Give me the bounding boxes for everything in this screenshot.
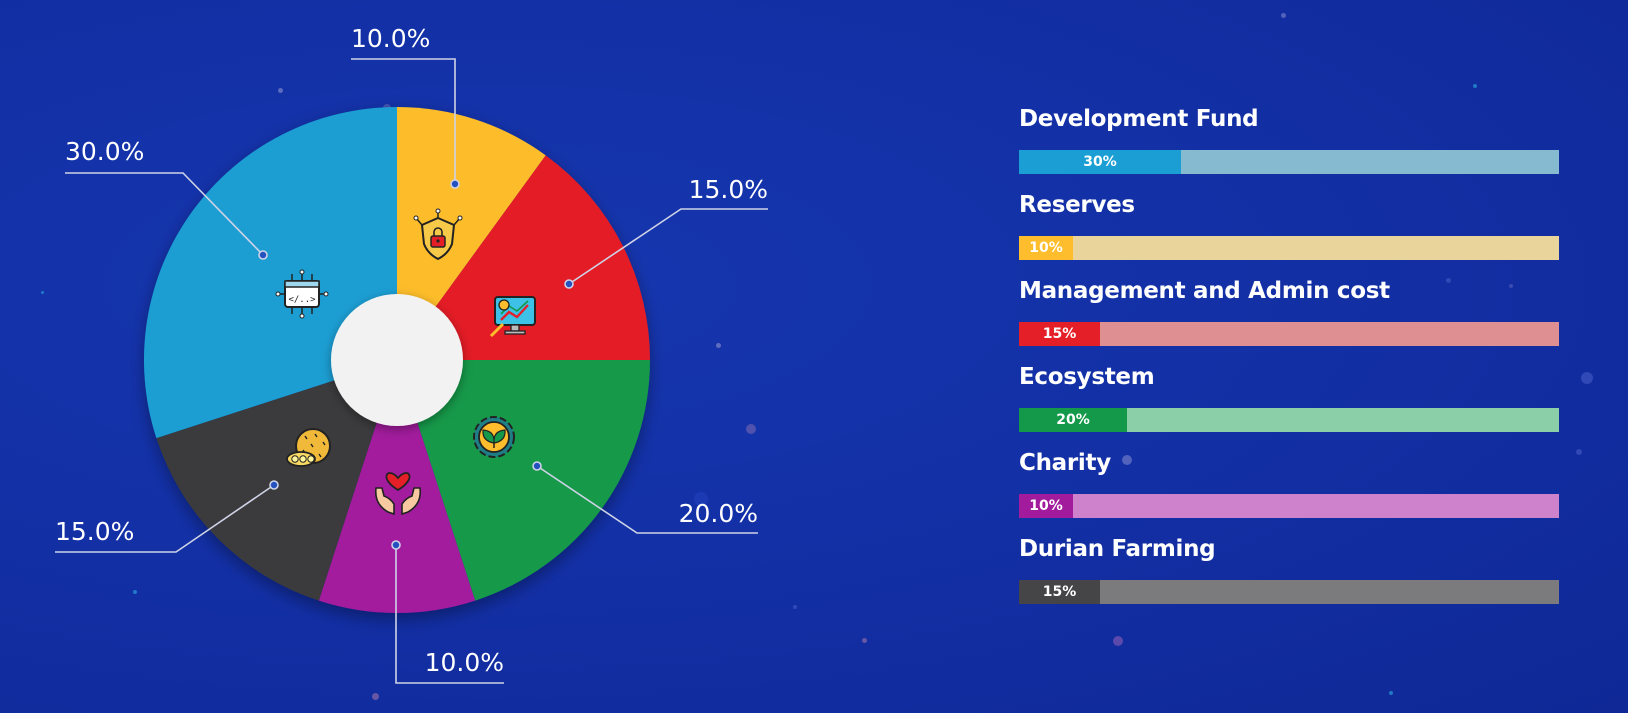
pie-chart: 10.0% 15.0% 20.0% 10.0% 15.0% 30.0%	[55, 24, 768, 684]
bar-value-label: 10%	[1029, 240, 1063, 256]
bar-row-reserves: Reserves 10%	[1019, 190, 1559, 276]
durian-fruit-icon	[286, 428, 331, 467]
bar-fill: 20%	[1019, 408, 1127, 432]
leader-line-management	[568, 208, 768, 285]
charity-hands-heart-icon	[374, 472, 422, 516]
background-particle	[1389, 691, 1393, 695]
background-particle	[1122, 455, 1132, 465]
analytics-monitor-icon	[489, 296, 536, 338]
bar-track: 30%	[1019, 150, 1559, 174]
pie-slice-1	[397, 155, 650, 360]
slice-label-charity: 10.0%	[425, 648, 504, 677]
background-particle	[278, 88, 283, 93]
bar-fill: 15%	[1019, 580, 1100, 604]
slice-label-durian: 15.0%	[55, 517, 134, 546]
bar-fill: 30%	[1019, 150, 1181, 174]
bar-fill: 10%	[1019, 494, 1073, 518]
background-particle	[716, 343, 721, 348]
slice-label-ecosystem: 20.0%	[679, 499, 758, 528]
pie-slice-0	[397, 107, 546, 360]
allocation-bar-list: Development Fund 30% Reserves 10% Manage…	[1019, 104, 1559, 620]
bar-row-charity: Charity 10%	[1019, 448, 1559, 534]
background-particle	[1509, 284, 1513, 288]
leader-line-development	[65, 172, 264, 256]
background-particle	[1576, 449, 1582, 455]
bar-track: 10%	[1019, 494, 1559, 518]
bar-value-label: 15%	[1042, 584, 1077, 600]
background-particle	[746, 424, 756, 434]
bar-value-label: 30%	[1083, 154, 1117, 170]
svg-text:</..>: </..>	[288, 295, 316, 305]
bar-track: 15%	[1019, 580, 1559, 604]
background-particle	[694, 492, 708, 506]
bar-fill: 15%	[1019, 322, 1100, 346]
pie-center-hole	[331, 294, 463, 426]
background-particle	[1281, 13, 1286, 18]
leader-line-charity	[395, 545, 504, 684]
bar-track: 20%	[1019, 408, 1559, 432]
pie-slice-4	[156, 360, 397, 601]
bar-fill: 10%	[1019, 236, 1073, 260]
background-particle	[133, 590, 137, 594]
pie-slice-2	[397, 360, 650, 601]
background-particle	[372, 693, 379, 700]
background-particle	[1581, 372, 1593, 384]
background-particle	[862, 638, 867, 643]
ecosystem-gear-leaf-icon	[473, 416, 515, 458]
slice-label-management: 15.0%	[689, 175, 768, 204]
bar-title: Development Fund	[1019, 106, 1259, 132]
leader-line-reserves	[351, 58, 456, 184]
bar-track: 10%	[1019, 236, 1559, 260]
bar-title: Charity	[1019, 450, 1111, 476]
background-particle	[1113, 636, 1123, 646]
background-particle	[1446, 278, 1451, 283]
bar-value-label: 20%	[1056, 412, 1090, 428]
bar-title: Reserves	[1019, 192, 1135, 218]
bar-row-management-admin: Management and Admin cost 15%	[1019, 276, 1559, 362]
bar-row-development-fund: Development Fund 30%	[1019, 104, 1559, 190]
bar-track: 15%	[1019, 322, 1559, 346]
security-shield-lock-icon	[413, 208, 463, 261]
development-code-chip-icon: </..>	[275, 269, 329, 319]
bar-row-durian-farming: Durian Farming 15%	[1019, 534, 1559, 620]
bar-title: Management and Admin cost	[1019, 278, 1390, 304]
background-particle	[793, 605, 797, 609]
background-particle	[1473, 84, 1477, 88]
slice-label-development: 30.0%	[65, 137, 144, 166]
bar-value-label: 15%	[1042, 326, 1077, 342]
leader-lines	[55, 58, 768, 684]
bar-title: Durian Farming	[1019, 536, 1216, 562]
bar-title: Ecosystem	[1019, 364, 1155, 390]
background-particle	[41, 291, 44, 294]
bar-value-label: 10%	[1029, 498, 1063, 514]
slice-label-reserves: 10.0%	[351, 24, 430, 53]
leader-line-durian	[55, 484, 275, 553]
leader-line-ecosystem	[536, 465, 758, 534]
bar-row-ecosystem: Ecosystem 20%	[1019, 362, 1559, 448]
